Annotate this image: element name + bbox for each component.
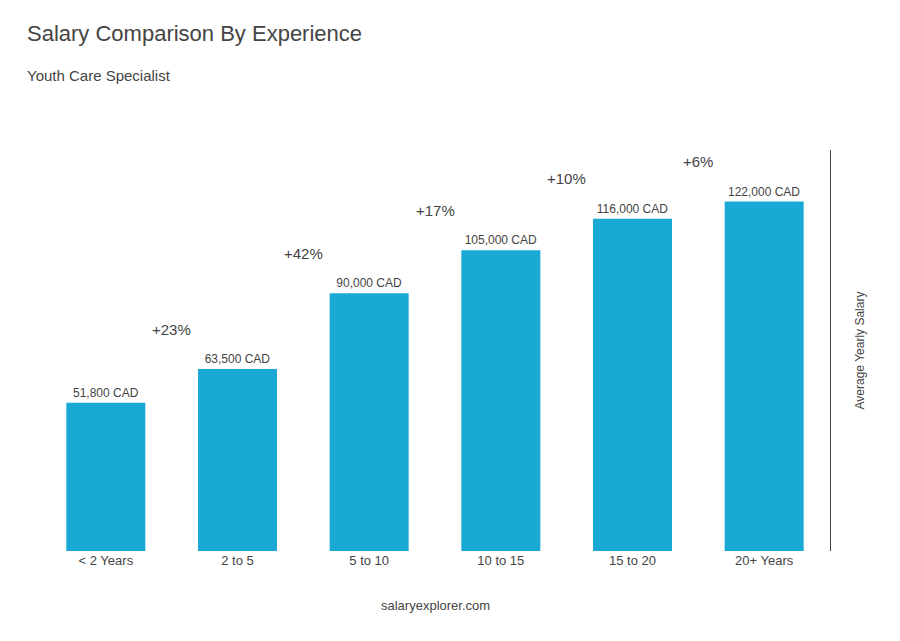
svg-text:+17%: +17% [416,202,455,219]
svg-text:51,800 CAD: 51,800 CAD [73,386,139,400]
svg-text:Salary Comparison By Experienc: Salary Comparison By Experience [27,21,362,46]
svg-text:+10%: +10% [547,170,586,187]
svg-text:20+ Years: 20+ Years [735,553,794,568]
svg-text:Youth Care Specialist: Youth Care Specialist [27,67,171,84]
svg-text:90,000 CAD: 90,000 CAD [336,276,402,290]
svg-text:Average Yearly Salary: Average Yearly Salary [853,292,867,410]
svg-text:< 2 Years: < 2 Years [79,553,134,568]
svg-text:salaryexplorer.com: salaryexplorer.com [381,598,490,613]
svg-text:63,500 CAD: 63,500 CAD [205,352,271,366]
svg-text:105,000 CAD: 105,000 CAD [465,233,537,247]
svg-text:5 to 10: 5 to 10 [349,553,389,568]
svg-text:10 to 15: 10 to 15 [477,553,524,568]
svg-text:+42%: +42% [284,245,323,262]
svg-text:2 to 5: 2 to 5 [221,553,254,568]
svg-text:15 to 20: 15 to 20 [609,553,656,568]
svg-text:116,000 CAD: 116,000 CAD [597,202,668,216]
svg-text:122,000 CAD: 122,000 CAD [728,185,800,199]
svg-text:+23%: +23% [152,321,191,338]
svg-text:+6%: +6% [683,153,713,170]
